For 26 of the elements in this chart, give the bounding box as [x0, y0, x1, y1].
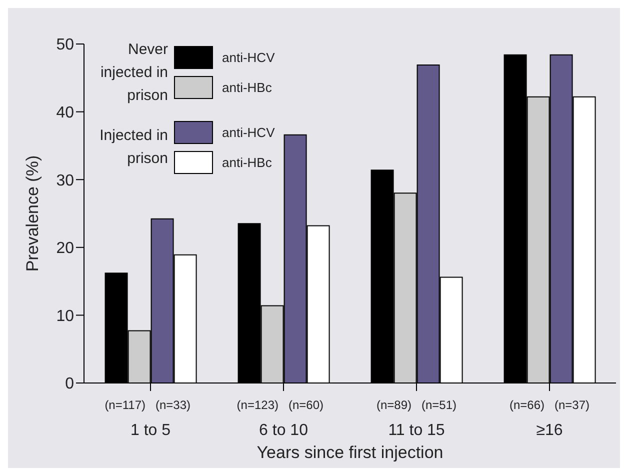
y-tick-label: 40 [56, 104, 74, 122]
y-tick-label: 10 [56, 308, 74, 325]
text: (n=33) [156, 398, 191, 412]
y-axis-title: Prevalence (%) [23, 155, 42, 272]
text: (n=123) [236, 398, 278, 412]
annotation: Injected in prison [98, 126, 168, 169]
x-tick-label: 1 to 5 [130, 422, 171, 439]
text: (n=51) [422, 398, 457, 412]
x-axis-title: Years since first injection [256, 443, 444, 462]
text: (n=66) [509, 398, 544, 412]
annotation: Never injected in prison [99, 40, 168, 106]
text: (n=60) [288, 398, 324, 412]
legend-label: anti-HCV [222, 124, 275, 140]
legend-label: anti-HBc [222, 154, 272, 170]
text: (n=117) [104, 398, 146, 412]
legend-label: anti-HCV [222, 50, 275, 65]
text: (n=89) [376, 398, 412, 412]
y-tick-label: 0 [65, 376, 74, 393]
x-tick-label: 6 to 10 [259, 422, 308, 439]
x-tick-label: 11 to 15 [388, 422, 445, 439]
y-tick-label: 20 [56, 240, 74, 258]
y-tick-label: 30 [56, 172, 74, 190]
y-tick-label: 50 [56, 36, 74, 54]
legend-label: anti-HBc [222, 80, 272, 95]
text: (n=37) [554, 398, 590, 412]
x-tick-label: ≥16 [536, 422, 563, 439]
